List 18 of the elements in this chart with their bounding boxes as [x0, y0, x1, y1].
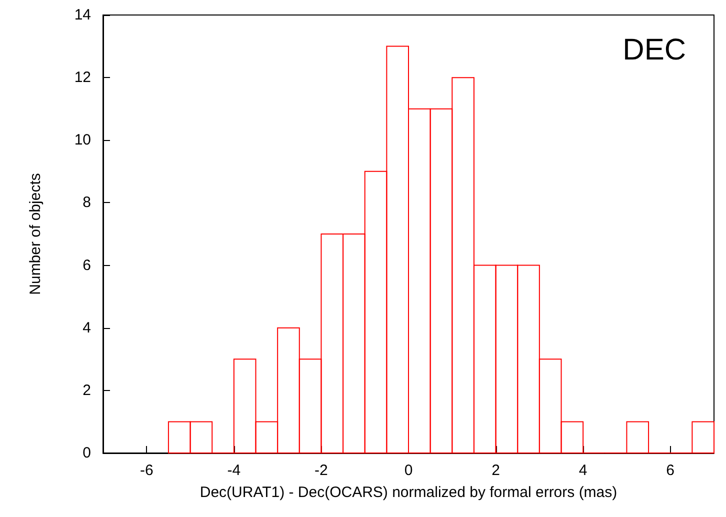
- x-tick-label: 2: [492, 462, 500, 479]
- annotation: DEC: [622, 34, 686, 66]
- x-axis-title: Dec(URAT1) - Dec(OCARS) normalized by formal errors (mas): [200, 484, 618, 501]
- y-tick-label: 8: [82, 194, 91, 212]
- x-tick-label: 0: [404, 462, 413, 479]
- y-tick-label: 14: [74, 6, 91, 24]
- x-tick-label: -2: [314, 462, 328, 479]
- y-tick-label: 2: [82, 382, 91, 399]
- y-axis-title: Number of objects: [27, 173, 44, 295]
- y-tick-label: 4: [82, 319, 91, 336]
- y-tick-label: 6: [82, 256, 91, 274]
- x-tick-label: 4: [578, 462, 588, 479]
- y-tick-label: 10: [74, 132, 91, 149]
- y-tick-label: 12: [74, 69, 91, 86]
- y-tick-label: 0: [82, 444, 91, 462]
- x-tick-label: 6: [666, 462, 675, 479]
- x-tick-label: -6: [140, 462, 154, 479]
- x-tick-label: -4: [227, 462, 241, 479]
